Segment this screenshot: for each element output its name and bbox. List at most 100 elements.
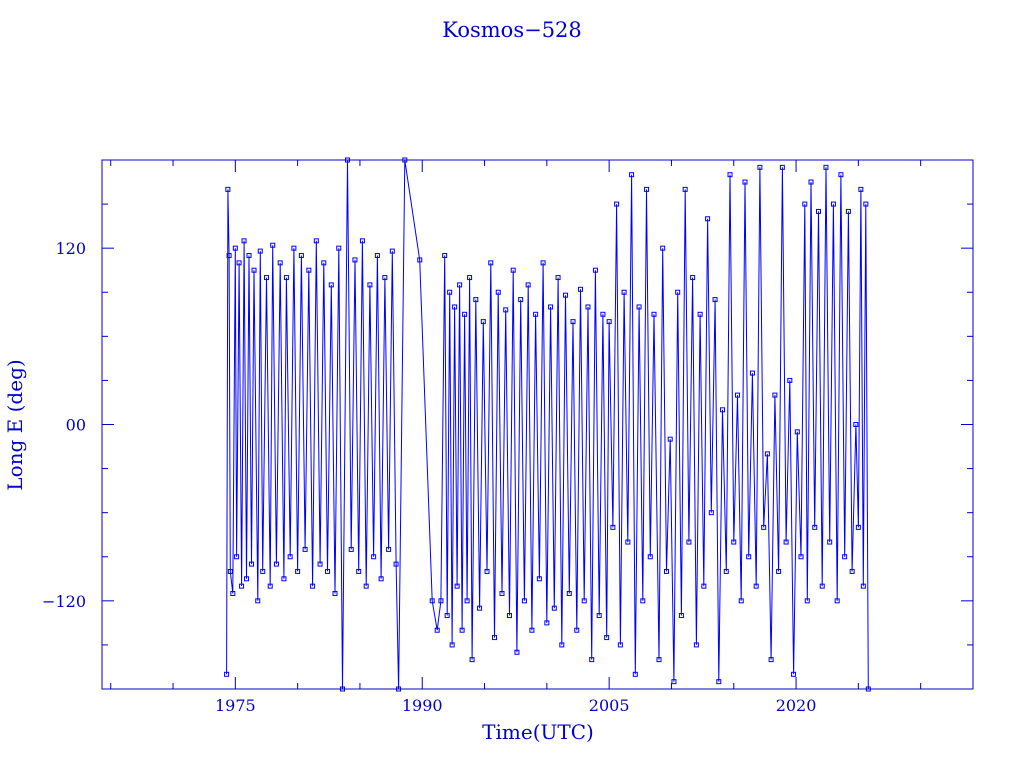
data-point [382, 275, 388, 281]
data-point [434, 627, 440, 633]
data-point [336, 245, 342, 251]
data-point [746, 554, 752, 560]
data-point [525, 282, 531, 288]
data-point [374, 253, 380, 259]
data-point [592, 267, 598, 273]
data-point [621, 289, 627, 295]
data-point [819, 583, 825, 589]
data-point [317, 561, 323, 567]
data-point [277, 260, 283, 266]
data-point [224, 671, 230, 677]
chart-title: Kosmos−528 [442, 18, 582, 42]
data-point [281, 576, 287, 582]
data-point [675, 289, 681, 295]
data-point [302, 546, 308, 552]
data-point [447, 289, 453, 295]
data-point [600, 311, 606, 317]
data-point [656, 657, 662, 663]
data-point [701, 583, 707, 589]
data-point [753, 583, 759, 589]
data-point [682, 186, 688, 192]
data-point [467, 275, 473, 281]
series-line [226, 159, 869, 690]
data-point [585, 304, 591, 310]
data-point [842, 554, 848, 560]
data-point [359, 238, 365, 244]
data-point [548, 304, 554, 310]
data-point [255, 598, 261, 604]
data-point [640, 598, 646, 604]
data-point [457, 282, 463, 288]
data-point [480, 319, 486, 325]
data-point [647, 554, 653, 560]
data-point [495, 289, 501, 295]
data-point [227, 568, 233, 574]
data-point [249, 561, 255, 567]
data-point [712, 297, 718, 303]
data-point [393, 561, 399, 567]
data-point [742, 179, 748, 185]
data-point [356, 568, 362, 574]
data-point [727, 172, 733, 178]
data-point [225, 186, 231, 192]
data-point [629, 172, 635, 178]
data-point [287, 554, 293, 560]
data-point [787, 377, 793, 383]
data-point [749, 370, 755, 376]
data-point [270, 242, 276, 248]
data-point [454, 583, 460, 589]
data-point [488, 260, 494, 266]
data-point [559, 642, 565, 648]
data-point [506, 613, 512, 619]
data-point [295, 568, 301, 574]
data-point [246, 253, 252, 259]
data-point [860, 583, 866, 589]
data-point [462, 311, 468, 317]
data-point [371, 554, 377, 560]
data-point [386, 546, 392, 552]
data-point [236, 260, 242, 266]
data-point [625, 539, 631, 545]
data-point [484, 568, 490, 574]
data-point [332, 590, 338, 596]
data-point [636, 304, 642, 310]
data-point [693, 642, 699, 648]
data-point [632, 671, 638, 677]
data-point [533, 311, 539, 317]
data-point [540, 260, 546, 266]
y-axis-label: Long E (deg) [3, 359, 27, 490]
data-point [389, 248, 395, 254]
y-tick-label: 00 [66, 416, 86, 435]
data-point [863, 201, 869, 207]
data-point [452, 304, 458, 310]
data-point [667, 436, 673, 442]
data-point [566, 590, 572, 596]
data-point [830, 201, 836, 207]
data-point [449, 642, 455, 648]
data-point [768, 657, 774, 663]
data-point [492, 635, 498, 641]
data-point [678, 613, 684, 619]
data-point [660, 245, 666, 251]
data-point [306, 267, 312, 273]
data-point [503, 307, 509, 313]
data-point [328, 282, 334, 288]
data-point [651, 311, 657, 317]
data-point [772, 392, 778, 398]
data-point [234, 554, 240, 560]
data-point [716, 679, 722, 685]
data-point [804, 598, 810, 604]
data-point [363, 583, 369, 589]
data-point [444, 613, 450, 619]
data-point [378, 576, 384, 582]
data-point [244, 576, 250, 582]
data-point [798, 554, 804, 560]
data-point [321, 260, 327, 266]
data-point [757, 164, 763, 170]
x-tick-label: 1975 [215, 696, 256, 715]
data-point [731, 539, 737, 545]
data-point [589, 657, 595, 663]
data-point [230, 590, 236, 596]
data-point [705, 216, 711, 222]
